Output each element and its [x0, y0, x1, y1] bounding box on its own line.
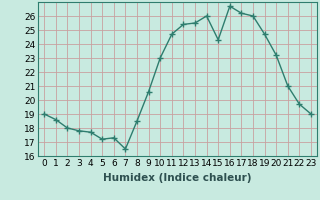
X-axis label: Humidex (Indice chaleur): Humidex (Indice chaleur): [103, 173, 252, 183]
